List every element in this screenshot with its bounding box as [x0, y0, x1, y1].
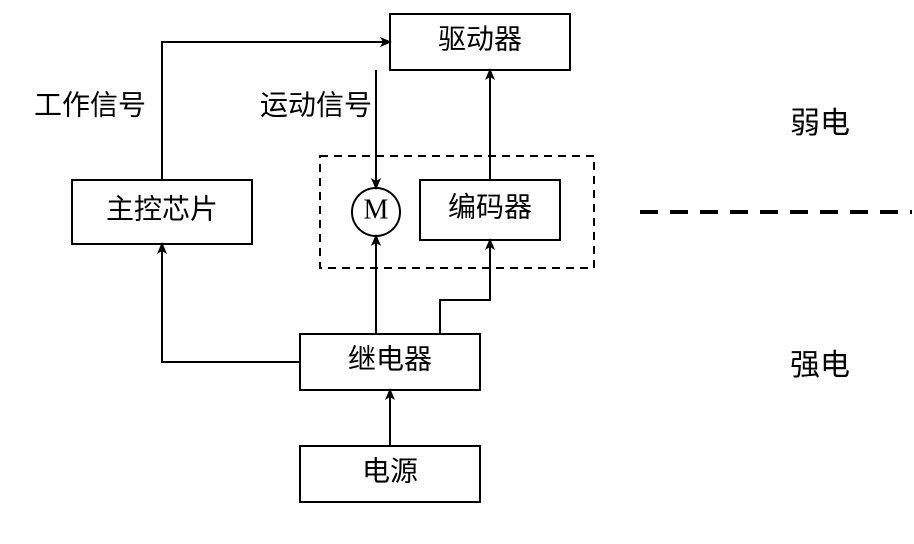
weak-label: 弱电	[790, 107, 850, 140]
relay-to-mcu	[162, 244, 300, 362]
encoder-label: 编码器	[448, 191, 532, 223]
power-label: 电源	[362, 455, 418, 487]
relay-to-encoder	[440, 240, 490, 334]
strong-label: 强电	[790, 349, 850, 382]
motion-signal-label: 运动信号	[260, 89, 372, 121]
mcu-label: 主控芯片	[106, 193, 218, 225]
motor-label: M	[364, 194, 389, 225]
relay-label: 继电器	[348, 343, 432, 375]
driver-label: 驱动器	[438, 24, 522, 55]
work-signal-label: 工作信号	[34, 89, 146, 121]
